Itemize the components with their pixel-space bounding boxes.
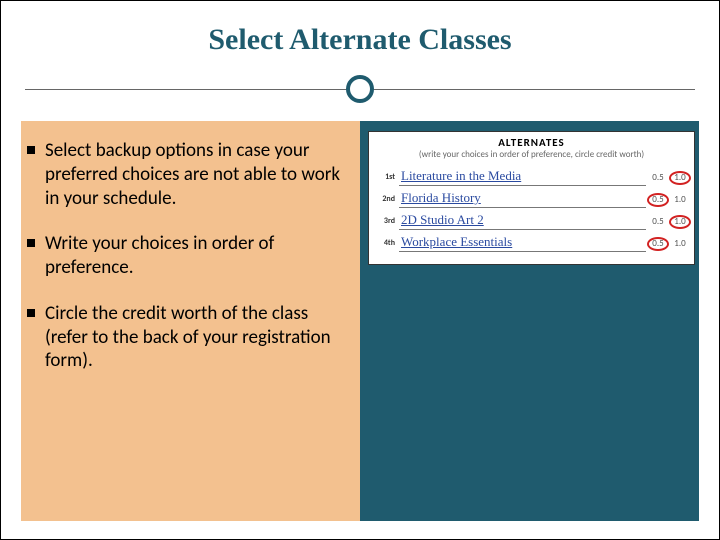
bullet-text: Circle the credit worth of the class (re…	[45, 302, 354, 373]
list-item: Write your choices in order of preferenc…	[25, 232, 354, 280]
circle-mark-icon	[669, 171, 691, 185]
list-item: Circle the credit worth of the class (re…	[25, 302, 354, 373]
credit-options: 0.5 1.0	[650, 172, 688, 183]
credit-options: 0.5 1.0	[650, 194, 688, 205]
credit-options: 0.5 1.0	[650, 238, 688, 249]
bullet-text: Select backup options in case your prefe…	[45, 139, 354, 210]
ordinal-label: 3rd	[375, 216, 395, 226]
example-panel: ALTERNATES (write your choices in order …	[360, 121, 699, 521]
page-title: Select Alternate Classes	[1, 1, 719, 57]
handwritten-choice: Literature in the Media	[401, 168, 521, 184]
ordinal-label: 4th	[375, 238, 395, 248]
circle-mark-icon	[669, 215, 691, 229]
instructions-panel: Select backup options in case your prefe…	[21, 121, 360, 521]
credit-options: 0.5 1.0	[650, 216, 688, 227]
ordinal-label: 2nd	[375, 194, 395, 204]
alt-row: 2nd Florida History 0.5 1.0	[375, 188, 688, 210]
bullet-icon	[27, 239, 35, 247]
body-area: Select backup options in case your prefe…	[21, 121, 699, 521]
alt-row: 1st Literature in the Media 0.5 1.0	[375, 166, 688, 188]
credit-value: 0.5	[650, 238, 666, 249]
ring-icon	[346, 75, 374, 103]
credit-value: 1.0	[672, 172, 688, 183]
list-item: Select backup options in case your prefe…	[25, 139, 354, 210]
blank-line: Florida History	[399, 190, 646, 208]
title-divider	[1, 75, 719, 105]
credit-value: 0.5	[650, 172, 666, 183]
credit-value: 0.5	[650, 216, 666, 227]
alternates-form: ALTERNATES (write your choices in order …	[368, 131, 695, 265]
blank-line: Literature in the Media	[399, 168, 646, 186]
circle-mark-icon	[647, 193, 669, 207]
handwritten-choice: Florida History	[401, 190, 481, 206]
form-subheading: (write your choices in order of preferen…	[375, 149, 688, 160]
bullet-icon	[27, 309, 35, 317]
credit-value: 1.0	[672, 216, 688, 227]
credit-value: 1.0	[672, 238, 688, 249]
blank-line: Workplace Essentials	[399, 234, 646, 252]
credit-value: 0.5	[650, 194, 666, 205]
handwritten-choice: 2D Studio Art 2	[401, 212, 484, 228]
blank-line: 2D Studio Art 2	[399, 212, 646, 230]
bullet-icon	[27, 146, 35, 154]
form-heading: ALTERNATES	[375, 136, 688, 149]
handwritten-choice: Workplace Essentials	[401, 234, 512, 250]
circle-mark-icon	[647, 237, 669, 251]
alt-row: 4th Workplace Essentials 0.5 1.0	[375, 232, 688, 254]
slide: Select Alternate Classes Select backup o…	[0, 0, 720, 540]
alt-row: 3rd 2D Studio Art 2 0.5 1.0	[375, 210, 688, 232]
bullet-text: Write your choices in order of preferenc…	[45, 232, 354, 280]
ordinal-label: 1st	[375, 172, 395, 182]
bullet-list: Select backup options in case your prefe…	[25, 139, 354, 373]
credit-value: 1.0	[672, 194, 688, 205]
